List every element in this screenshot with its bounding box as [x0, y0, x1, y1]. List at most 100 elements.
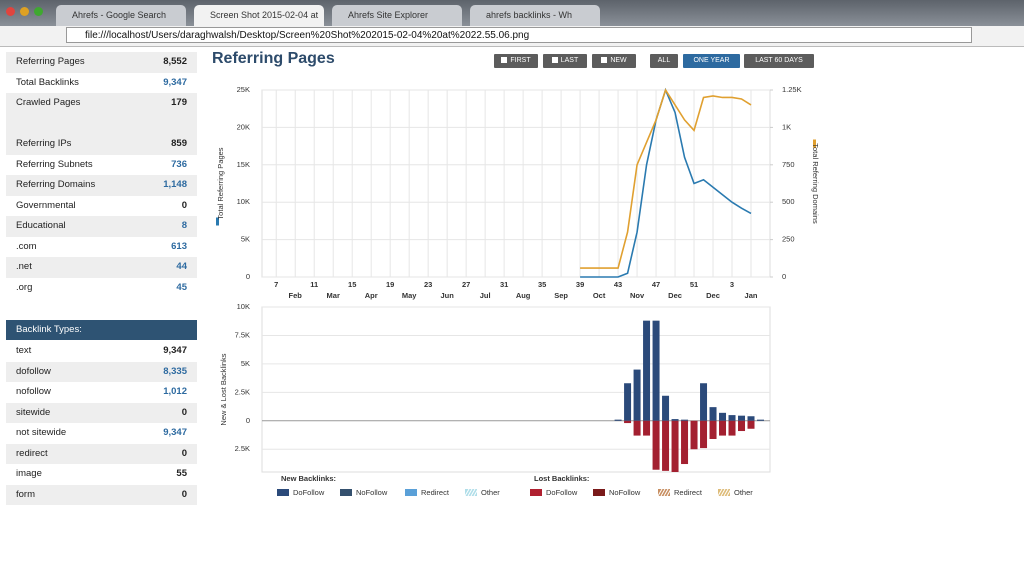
legend-title: New Backlinks:: [281, 474, 336, 483]
bar: [652, 420, 660, 470]
y-tick-label: 10K: [237, 302, 250, 311]
month-label: Sep: [554, 291, 568, 300]
minimize-dot[interactable]: [20, 7, 29, 16]
type-row: dofollow 8,335: [6, 361, 197, 382]
month-label: Dec: [668, 291, 682, 300]
range-button[interactable]: NEW: [592, 54, 636, 68]
y-tick-label: 0: [246, 416, 250, 425]
swatch-hatch: [720, 488, 726, 497]
button-label: ONE YEAR: [693, 57, 730, 64]
y2-tick-label: 1K: [782, 122, 791, 131]
stat-label: Educational: [16, 220, 66, 231]
stat-label: .org: [16, 281, 33, 293]
button-label: LAST 60 DAYS: [755, 57, 803, 64]
range-button[interactable]: ALL: [650, 54, 678, 68]
stat-row: Referring IPs 859: [6, 134, 197, 155]
stat-row: Referring Pages 8,552: [6, 52, 197, 73]
bar: [738, 420, 746, 432]
stat-value[interactable]: 9,347: [163, 76, 187, 88]
legend-title: Lost Backlinks:: [534, 474, 589, 483]
data-line: [580, 87, 752, 278]
y-axis-label: Total Referring Pages: [216, 147, 225, 219]
type-label: dofollow: [16, 365, 51, 377]
bar: [633, 420, 641, 436]
type-value: 55: [176, 468, 187, 479]
legend-label: Redirect: [674, 488, 703, 497]
bar: [738, 415, 746, 421]
zoom-dot[interactable]: [34, 7, 43, 16]
spacer-row: [6, 113, 197, 134]
type-value[interactable]: 1,012: [163, 386, 187, 397]
stat-label: Referring Subnets: [16, 158, 93, 170]
browser-tab[interactable]: Ahrefs Site Explorer: [332, 5, 462, 26]
bar: [624, 383, 632, 421]
bar: [614, 419, 622, 421]
stat-label: .com: [16, 240, 37, 252]
range-button[interactable]: FIRST: [494, 54, 538, 68]
data-line: [580, 88, 752, 269]
legend-label: Other: [481, 488, 500, 497]
legend-label: Other: [734, 488, 753, 497]
x-tick-label: 7: [274, 280, 278, 289]
bar: [690, 420, 698, 450]
bar: [709, 407, 717, 421]
y-tick-label: 2.5K: [235, 387, 250, 396]
type-row: nofollow 1,012: [6, 382, 197, 403]
legend-label: DoFollow: [546, 488, 578, 497]
swatch-hatch: [666, 488, 672, 497]
legend-swatch: [593, 489, 605, 496]
type-label: image: [16, 468, 42, 479]
y-tick-label: 20K: [237, 122, 250, 131]
y-tick-label: 25K: [237, 85, 250, 94]
x-tick-label: 19: [386, 280, 394, 289]
address-bar[interactable]: file:///localhost/Users/daraghwalsh/Desk…: [66, 27, 972, 43]
stat-value[interactable]: 45: [176, 281, 187, 293]
swatch-hatch: [663, 488, 669, 497]
legend-swatch: [405, 489, 417, 496]
browser-tab[interactable]: Screen Shot 2015-02-04 at: [194, 5, 324, 26]
type-label: text: [16, 345, 32, 356]
month-label: Feb: [289, 291, 303, 300]
y-tick-label: 2.5K: [235, 444, 250, 453]
type-row: text 9,347: [6, 341, 197, 362]
x-tick-label: 27: [462, 280, 470, 289]
x-tick-label: 11: [310, 280, 318, 289]
type-value[interactable]: 8,335: [163, 365, 187, 377]
browser-tab[interactable]: ahrefs backlinks - Wh: [470, 5, 600, 26]
range-button[interactable]: LAST: [543, 54, 587, 68]
close-dot[interactable]: [6, 7, 15, 16]
stat-value[interactable]: 736: [171, 158, 187, 170]
bar: [624, 420, 632, 424]
page-title: Referring Pages: [212, 50, 335, 67]
type-value: 0: [181, 488, 187, 500]
month-label: May: [402, 291, 417, 300]
type-value: 0: [181, 406, 187, 418]
type-value[interactable]: 9,347: [163, 427, 187, 438]
stat-value[interactable]: 613: [171, 240, 187, 252]
x-tick-label: 51: [690, 280, 698, 289]
x-tick-label: 43: [614, 280, 622, 289]
range-button[interactable]: LAST 60 DAYS: [744, 54, 814, 68]
y2-tick-label: 250: [782, 235, 795, 244]
stat-label: Referring Pages: [16, 56, 85, 67]
bar: [709, 420, 717, 439]
y-tick-label: 0: [246, 272, 250, 281]
bar: [671, 419, 679, 421]
y2-tick-label: 1.25K: [782, 85, 802, 94]
browser-tab[interactable]: Ahrefs - Google Search: [56, 5, 186, 26]
bar: [728, 420, 736, 436]
stat-label: Governmental: [16, 199, 76, 211]
type-row: sitewide 0: [6, 402, 197, 423]
range-button[interactable]: ONE YEAR: [683, 54, 740, 68]
swatch-hatch: [473, 488, 479, 497]
stat-value[interactable]: 1,148: [163, 179, 187, 190]
stat-value[interactable]: 8: [181, 220, 187, 231]
bar: [757, 419, 765, 421]
stat-row: .org 45: [6, 278, 197, 299]
bar: [652, 320, 660, 421]
type-row: redirect 0: [6, 443, 197, 464]
stat-value: 8,552: [163, 56, 187, 67]
x-tick-label: 3: [730, 280, 734, 289]
stat-value[interactable]: 44: [176, 261, 187, 272]
stat-row: .net 44: [6, 257, 197, 278]
